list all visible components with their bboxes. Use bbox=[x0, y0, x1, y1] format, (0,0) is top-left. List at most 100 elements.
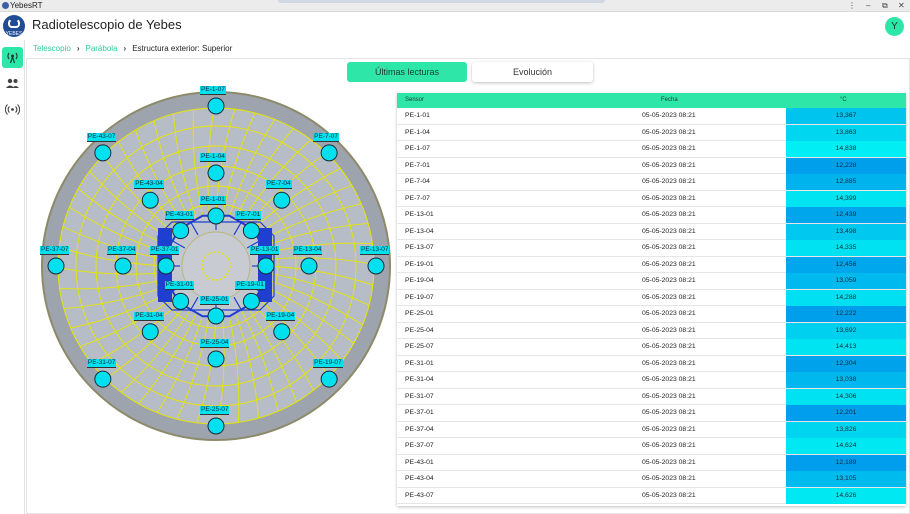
cell-sensor: PE-1-07 bbox=[405, 145, 430, 152]
hub-spoke bbox=[233, 296, 243, 312]
table-row[interactable]: PE-37-01 05-05-2023 08:21 12,201 bbox=[397, 405, 906, 422]
cell-sensor: PE-7-01 bbox=[405, 161, 430, 169]
table-row[interactable]: PE-13-07 05-05-2023 08:21 14,335 bbox=[397, 240, 906, 257]
table-row[interactable]: PE-31-04 05-05-2023 08:21 13,038 bbox=[397, 372, 906, 389]
cell-temperature: 12,222 bbox=[786, 306, 906, 322]
table-row[interactable]: PE-1-04 05-05-2023 08:21 13,863 bbox=[397, 124, 906, 141]
sensor-label[interactable]: PE-37-01 bbox=[150, 246, 180, 255]
sensor-label[interactable]: PE-43-01 bbox=[164, 210, 195, 220]
breadcrumb-telescopio[interactable]: Telescopio bbox=[33, 44, 71, 53]
column-header-date[interactable]: Fecha bbox=[661, 97, 678, 103]
maximize-button[interactable]: ⧉ bbox=[882, 1, 888, 10]
dish-ring bbox=[95, 145, 337, 387]
sensor-label[interactable]: PE-25-04 bbox=[200, 339, 230, 348]
cell-temperature: 14,413 bbox=[786, 339, 906, 355]
table-row[interactable]: PE-37-04 05-05-2023 08:21 13,826 bbox=[397, 421, 906, 438]
table-row[interactable]: PE-7-07 05-05-2023 08:21 14,399 bbox=[397, 190, 906, 207]
cell-date: 05-05-2023 08:21 bbox=[642, 211, 696, 218]
table-row[interactable]: PE-25-01 05-05-2023 08:21 12,222 bbox=[397, 306, 906, 323]
sensor-label[interactable]: PE-1-01 bbox=[200, 196, 226, 205]
sensor-label[interactable]: PE-1-04 bbox=[200, 153, 226, 162]
sensor-marker bbox=[300, 257, 318, 275]
sensor-label[interactable]: PE-1-07 bbox=[200, 86, 226, 95]
sensor-label[interactable]: PE-31-01 bbox=[164, 281, 195, 291]
cell-temperature: 12,201 bbox=[786, 405, 906, 421]
close-button[interactable]: ✕ bbox=[898, 1, 905, 10]
column-header-temp[interactable]: °C bbox=[840, 97, 847, 103]
window-menu-button[interactable]: ⋮ bbox=[848, 1, 856, 10]
sensor-label[interactable]: PE-13-01 bbox=[250, 246, 280, 255]
sensor-label[interactable]: PE-31-07 bbox=[86, 359, 117, 369]
table-row[interactable]: PE-43-01 05-05-2023 08:21 12,189 bbox=[397, 454, 906, 471]
dish-structure-svg bbox=[41, 91, 391, 441]
breadcrumb-parabola[interactable]: Parábola bbox=[85, 44, 118, 53]
sensor-label[interactable]: PE-7-01 bbox=[235, 210, 262, 220]
cell-sensor: PE-43-04 bbox=[405, 475, 434, 482]
window-titlebar: YebesRT ⋮ – ⧉ ✕ bbox=[0, 0, 910, 12]
dish-panel-line bbox=[120, 307, 193, 393]
minimize-button[interactable]: – bbox=[866, 1, 871, 10]
sensor-label[interactable]: PE-19-04 bbox=[265, 311, 296, 321]
sensor-label[interactable]: PE-19-07 bbox=[313, 359, 343, 369]
table-row[interactable]: PE-1-01 05-05-2023 08:21 13,367 bbox=[397, 108, 906, 125]
sensor-label[interactable]: PE-13-07 bbox=[360, 246, 390, 255]
table-row[interactable]: PE-43-04 05-05-2023 08:21 13,105 bbox=[397, 471, 906, 488]
table-row[interactable]: PE-7-01 05-05-2023 08:21 12,228 bbox=[397, 157, 906, 174]
sensor-label[interactable]: PE-25-07 bbox=[200, 406, 230, 415]
cell-date: 05-05-2023 08:21 bbox=[642, 475, 696, 482]
cell-sensor: PE-7-04 bbox=[405, 178, 430, 185]
sensor-label[interactable]: PE-37-07 bbox=[40, 246, 70, 255]
sensor-label[interactable]: PE-7-07 bbox=[313, 132, 339, 142]
table-row[interactable]: PE-1-07 05-05-2023 08:21 14,838 bbox=[397, 141, 906, 158]
sensor-marker bbox=[207, 350, 225, 368]
cell-temperature: 14,399 bbox=[786, 190, 906, 207]
table-row[interactable]: PE-25-07 05-05-2023 08:21 14,413 bbox=[397, 339, 906, 356]
cell-temperature: 13,059 bbox=[786, 273, 906, 289]
sensor-label[interactable]: PE-25-01 bbox=[200, 296, 230, 305]
dish-panel-line bbox=[249, 168, 341, 233]
cell-date: 05-05-2023 08:21 bbox=[642, 343, 696, 350]
tab-evolucion[interactable]: Evolución bbox=[472, 62, 593, 82]
sensor-label[interactable]: PE-19-01 bbox=[235, 281, 265, 291]
sensor-marker bbox=[242, 292, 260, 310]
sensor-marker bbox=[207, 164, 225, 182]
sensor-label[interactable]: PE-43-07 bbox=[86, 132, 117, 142]
sensor-label[interactable]: PE-13-04 bbox=[293, 246, 323, 255]
sensor-label[interactable]: PE-43-04 bbox=[134, 180, 164, 190]
table-row[interactable]: PE-25-04 05-05-2023 08:21 13,692 bbox=[397, 322, 906, 339]
table-row[interactable]: PE-7-04 05-05-2023 08:21 12,885 bbox=[397, 174, 906, 191]
sidebar-item-telescope[interactable] bbox=[2, 47, 23, 68]
cell-temperature: 14,306 bbox=[786, 388, 906, 405]
tab-ultimas-lecturas[interactable]: Últimas lecturas bbox=[347, 62, 467, 82]
support-frame bbox=[157, 221, 275, 311]
sidebar-item-users[interactable] bbox=[2, 73, 23, 94]
column-header-sensor[interactable]: Sensor bbox=[405, 97, 425, 103]
dish-panel-line bbox=[138, 310, 199, 404]
cell-date: 05-05-2023 08:21 bbox=[642, 161, 696, 169]
table-row[interactable]: PE-13-01 05-05-2023 08:21 12,439 bbox=[397, 207, 906, 224]
table-row[interactable]: PE-19-04 05-05-2023 08:21 13,059 bbox=[397, 273, 906, 290]
table-row[interactable]: PE-37-07 05-05-2023 08:21 14,624 bbox=[397, 438, 906, 455]
titlebar-drag-area[interactable] bbox=[278, 0, 605, 3]
sensor-label[interactable]: PE-37-04 bbox=[107, 246, 137, 255]
cell-date: 05-05-2023 08:21 bbox=[642, 491, 696, 499]
dish-panel-line bbox=[263, 271, 370, 306]
cell-date: 05-05-2023 08:21 bbox=[642, 244, 696, 251]
table-row[interactable]: PE-13-04 05-05-2023 08:21 13,498 bbox=[397, 223, 906, 240]
sensor-label[interactable]: PE-31-04 bbox=[134, 311, 164, 321]
sensor-marker bbox=[320, 370, 338, 388]
table-row[interactable]: PE-31-07 05-05-2023 08:21 14,306 bbox=[397, 388, 906, 405]
app-icon bbox=[2, 2, 9, 9]
table-row[interactable]: PE-31-01 05-05-2023 08:21 12,304 bbox=[397, 355, 906, 372]
table-row[interactable]: PE-43-07 05-05-2023 08:21 14,626 bbox=[397, 487, 906, 504]
sensor-marker bbox=[114, 257, 132, 275]
table-row[interactable]: PE-19-01 05-05-2023 08:21 12,456 bbox=[397, 256, 906, 273]
sensor-marker bbox=[207, 207, 225, 225]
table-row[interactable]: PE-19-07 05-05-2023 08:21 14,288 bbox=[397, 289, 906, 306]
dish-panel-line bbox=[156, 312, 205, 413]
dish-panel-line bbox=[233, 310, 260, 419]
yebes-logo[interactable]: YEBES bbox=[3, 15, 25, 37]
user-avatar[interactable]: Y bbox=[885, 17, 904, 36]
sensor-label[interactable]: PE-7-04 bbox=[265, 180, 292, 190]
sidebar-item-signals[interactable] bbox=[2, 99, 23, 120]
